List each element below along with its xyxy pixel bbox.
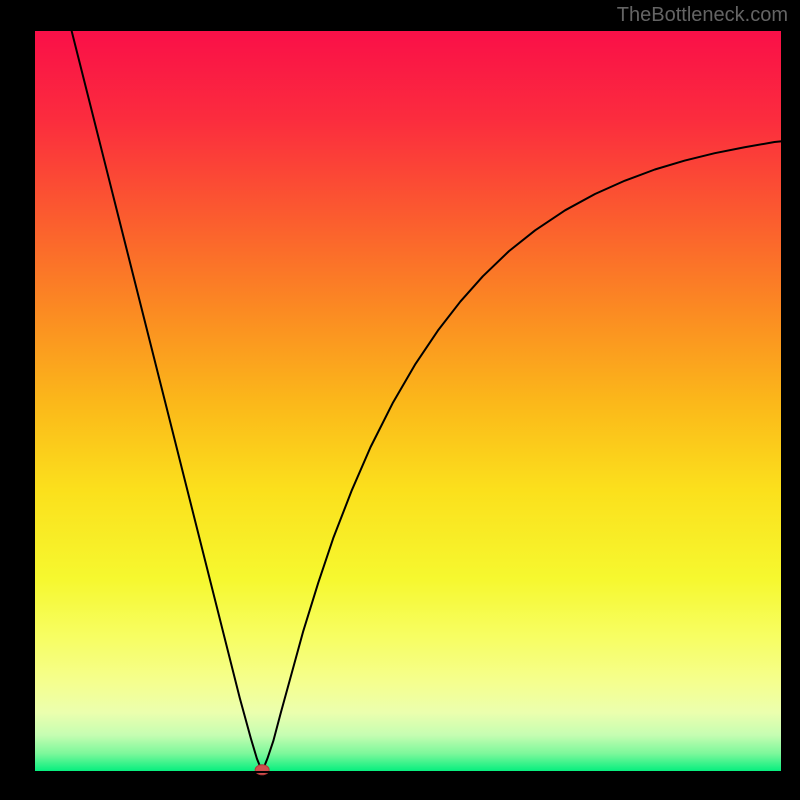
optimum-marker [255, 765, 269, 775]
bottleneck-chart [0, 0, 800, 800]
plot-background [34, 30, 782, 772]
watermark-label: TheBottleneck.com [617, 4, 788, 27]
chart-container: TheBottleneck.com [0, 0, 800, 800]
